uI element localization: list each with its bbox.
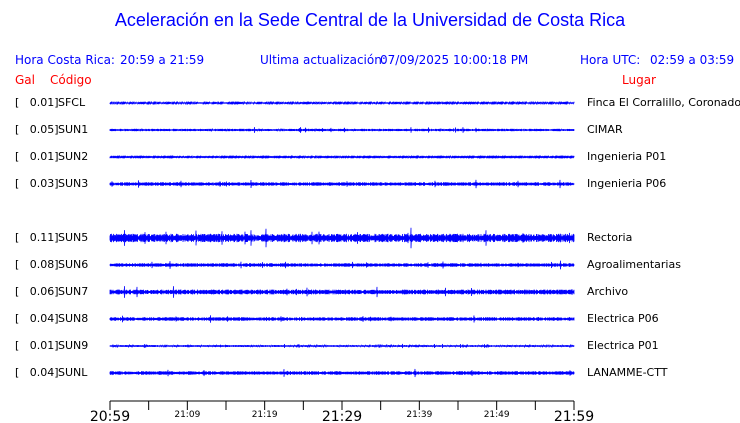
utc-time-range: 02:59 a 03:59 xyxy=(650,53,735,67)
trace-sfcl xyxy=(109,100,575,106)
station-place: Archivo xyxy=(587,285,629,298)
time-tick-label: 20:59 xyxy=(90,409,130,423)
trace-sun2 xyxy=(109,154,575,160)
update-label: Ultima actualización: xyxy=(260,53,386,67)
time-tick-label: 21:09 xyxy=(174,410,200,420)
station-code: SUNL xyxy=(58,366,88,379)
station-place: Ingenieria P06 xyxy=(587,177,667,190)
station-place: Electrica P06 xyxy=(587,312,659,325)
time-tick-label: 21:49 xyxy=(484,410,510,420)
station-place: Rectoria xyxy=(587,231,633,244)
column-place: Lugar xyxy=(622,73,656,87)
time-tick-label: 21:19 xyxy=(252,410,278,420)
station-place: Agroalimentarias xyxy=(587,258,681,271)
time-tick-label: 21:29 xyxy=(322,409,362,423)
trace-sun9 xyxy=(109,343,575,349)
station-gal: [ 0.05] xyxy=(15,123,59,136)
column-gal: Gal xyxy=(15,73,35,87)
station-code: SUN8 xyxy=(58,312,89,325)
station-gal: [ 0.04] xyxy=(15,312,59,325)
time-tick-label: 21:59 xyxy=(554,409,594,423)
station-gal: [ 0.08] xyxy=(15,258,59,271)
utc-time-label: Hora UTC: xyxy=(580,53,641,67)
column-code: Código xyxy=(50,73,92,87)
station-code: SUN7 xyxy=(58,285,89,298)
local-time-range: 20:59 a 21:59 xyxy=(120,53,205,67)
station-code: SUN5 xyxy=(58,231,89,244)
station-code: SUN1 xyxy=(58,123,89,136)
station-code: SUN2 xyxy=(58,150,89,163)
trace-sun6 xyxy=(109,260,575,270)
station-gal: [ 0.04] xyxy=(15,366,59,379)
update-value: 07/09/2025 10:00:18 PM xyxy=(380,53,529,67)
station-code: SFCL xyxy=(58,96,86,109)
trace-sun8 xyxy=(109,315,575,323)
station-place: Ingenieria P01 xyxy=(587,150,667,163)
trace-sun1 xyxy=(109,127,575,133)
trace-sunl xyxy=(109,368,575,378)
station-place: LANAMME-CTT xyxy=(587,366,668,379)
page-title: Aceleración en la Sede Central de la Uni… xyxy=(114,10,626,30)
station-gal: [ 0.01] xyxy=(15,96,59,109)
station-code: SUN9 xyxy=(58,339,89,352)
station-gal: [ 0.01] xyxy=(15,339,59,352)
station-code: SUN3 xyxy=(58,177,89,190)
station-gal: [ 0.11] xyxy=(15,231,59,244)
time-tick-label: 21:39 xyxy=(406,410,432,420)
trace-sun7 xyxy=(109,286,575,298)
station-gal: [ 0.06] xyxy=(15,285,59,298)
trace-sun5 xyxy=(109,227,575,249)
station-place: Electrica P01 xyxy=(587,339,659,352)
station-code: SUN6 xyxy=(58,258,89,271)
station-gal: [ 0.03] xyxy=(15,177,59,190)
station-gal: [ 0.01] xyxy=(15,150,59,163)
station-place: CIMAR xyxy=(587,123,623,136)
station-place: Finca El Corralillo, Coronado xyxy=(587,96,740,109)
local-time-label: Hora Costa Rica: xyxy=(15,53,115,67)
trace-sun3 xyxy=(109,179,575,189)
